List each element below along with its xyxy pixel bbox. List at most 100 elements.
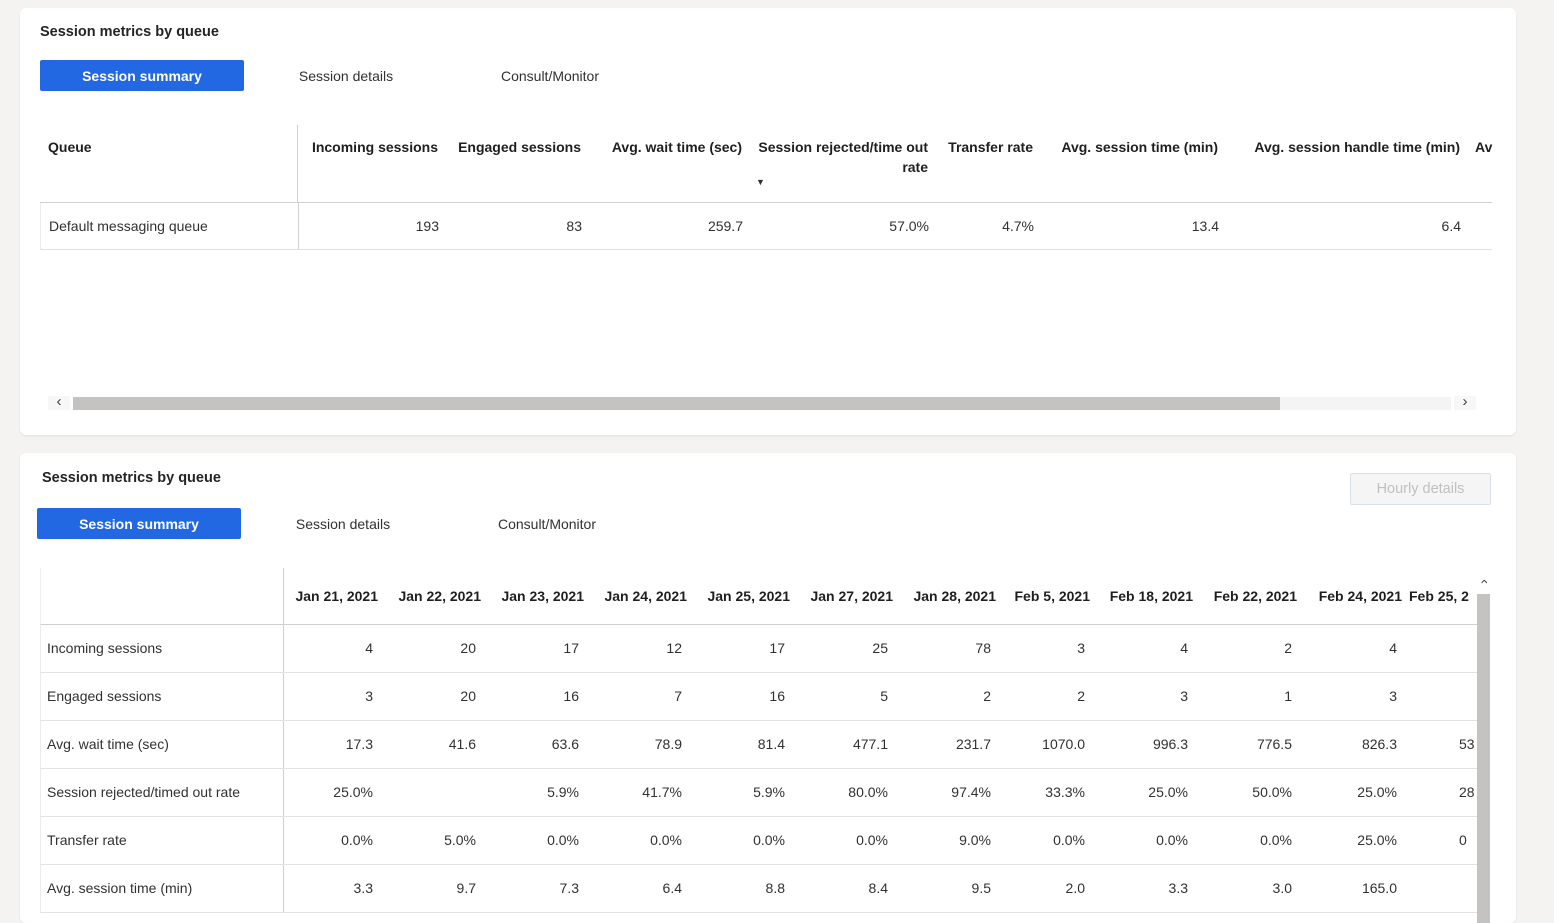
- tab-bar: Session summary Session details Consult/…: [37, 508, 649, 539]
- table-cell: 5.9%: [547, 784, 579, 800]
- tab-consult-monitor[interactable]: Consult/Monitor: [500, 67, 600, 84]
- column-header-label: Feb 24, 2021: [1318, 588, 1402, 604]
- table-cell: 3: [1389, 688, 1397, 704]
- column-header-label: Feb 22, 2021: [1213, 588, 1297, 604]
- column-header[interactable]: Jan 24, 2021: [585, 568, 688, 624]
- table-cell: 0.0%: [1260, 832, 1292, 848]
- column-header-label: Transfer rate: [948, 139, 1033, 155]
- row-label-cell: Default messaging queue: [41, 203, 299, 249]
- column-header[interactable]: Feb 18, 2021: [1091, 568, 1194, 624]
- column-header[interactable]: Incoming sessions: [298, 125, 440, 202]
- table-cell: 78: [975, 640, 991, 656]
- table-cell: 9.0%: [959, 832, 991, 848]
- column-header-label: Feb 25, 2: [1409, 588, 1469, 604]
- table-cell: 8.4: [868, 880, 888, 896]
- table-cell: 7.3: [559, 880, 579, 896]
- table-cell: 0.0%: [1156, 832, 1188, 848]
- scrollbar-thumb[interactable]: [1477, 594, 1490, 923]
- table-cell: 4: [1180, 640, 1188, 656]
- scroll-up-icon[interactable]: ›: [1475, 573, 1491, 591]
- table-cell: 25.0%: [1148, 784, 1188, 800]
- table-row: Session rejected/timed out rate 25.0% 5.9%…: [40, 769, 1477, 817]
- table-cell: 0.0%: [753, 832, 785, 848]
- tab-session-details[interactable]: Session details: [298, 67, 394, 84]
- table-cell: 5.9%: [753, 784, 785, 800]
- table-cell: 50.0%: [1252, 784, 1292, 800]
- table-cell: 63.6: [551, 736, 579, 752]
- table-cell: 6.4: [1441, 218, 1461, 234]
- table-row: Avg. wait time (sec) 17.3 41.6 63.6 78.9 81.4…: [40, 721, 1477, 769]
- scroll-right-icon[interactable]: ›: [1454, 394, 1476, 410]
- horizontal-scrollbar[interactable]: ‹ ›: [48, 394, 1476, 410]
- table-cell: 996.3: [1152, 736, 1188, 752]
- table-cell: 165.0: [1361, 880, 1397, 896]
- column-header[interactable]: Queue: [40, 125, 298, 202]
- table-cell: 3: [1180, 688, 1188, 704]
- tab-session-summary[interactable]: Session summary: [37, 508, 241, 539]
- table-cell: 2: [983, 688, 991, 704]
- column-header[interactable]: Session rejected/time out rate ▼: [744, 125, 930, 202]
- column-header[interactable]: Feb 25, 2: [1403, 568, 1477, 624]
- table-cell: 477.1: [852, 736, 888, 752]
- table-row: Avg. session time (min) 3.3 9.7 7.3 6.4 8.8 8.…: [40, 865, 1477, 913]
- table-cell: 4: [365, 640, 373, 656]
- table-cell: 57.0%: [889, 218, 929, 234]
- daily-metrics-table: Jan 21, 2021 Jan 22, 2021 Jan 23, 2021 Jan …: [40, 568, 1477, 913]
- table-cell: 25: [872, 640, 888, 656]
- table-cell: 0.0%: [341, 832, 373, 848]
- column-header-label: Engaged sessions: [458, 139, 581, 155]
- table-cell: 0: [1459, 832, 1467, 848]
- table-cell: [1403, 673, 1477, 720]
- table-cell: 826.3: [1361, 736, 1397, 752]
- column-header-label: Feb 18, 2021: [1109, 588, 1193, 604]
- table-cell: 259.7: [707, 218, 743, 234]
- table-cell: 1070.0: [1042, 736, 1085, 752]
- table-cell: 4: [1389, 640, 1397, 656]
- table-cell: 81.4: [757, 736, 785, 752]
- vertical-scrollbar[interactable]: ›: [1475, 573, 1491, 923]
- tab-consult-monitor[interactable]: Consult/Monitor: [497, 515, 597, 532]
- table-cell: 193: [415, 218, 439, 234]
- table-cell: 9.7: [456, 880, 476, 896]
- column-header[interactable]: Engaged sessions: [440, 125, 583, 202]
- tab-session-details[interactable]: Session details: [295, 515, 391, 532]
- row-label-cell: Incoming sessions: [41, 625, 284, 672]
- column-header[interactable]: Jan 23, 2021: [482, 568, 585, 624]
- table-cell: 25.0%: [1357, 832, 1397, 848]
- column-header-label: Jan 22, 2021: [398, 588, 481, 604]
- column-header[interactable]: Jan 25, 2021: [688, 568, 791, 624]
- table-cell: 3: [365, 688, 373, 704]
- column-header[interactable]: Feb 22, 2021: [1194, 568, 1298, 624]
- column-header[interactable]: Avg. session time (min): [1035, 125, 1220, 202]
- hourly-details-button[interactable]: Hourly details: [1350, 473, 1491, 505]
- table-cell: 3.3: [353, 880, 373, 896]
- table-cell: 41.6: [448, 736, 476, 752]
- panel-title: Session metrics by queue: [42, 470, 221, 486]
- column-header[interactable]: [41, 568, 284, 624]
- table-cell: 41.7%: [642, 784, 682, 800]
- column-header[interactable]: Feb 24, 2021: [1298, 568, 1403, 624]
- column-header[interactable]: Av: [1462, 125, 1492, 202]
- column-header-label: Jan 28, 2021: [913, 588, 996, 604]
- column-header-label: Jan 25, 2021: [707, 588, 790, 604]
- table-cell: 1: [1284, 688, 1292, 704]
- tab-session-summary[interactable]: Session summary: [40, 60, 244, 91]
- column-header[interactable]: Jan 28, 2021: [894, 568, 997, 624]
- column-header-label: Jan 27, 2021: [810, 588, 893, 604]
- scrollbar-track[interactable]: [73, 396, 1451, 410]
- column-header[interactable]: Jan 21, 2021: [284, 568, 379, 624]
- column-header[interactable]: Jan 22, 2021: [379, 568, 482, 624]
- column-header[interactable]: Feb 5, 2021: [997, 568, 1091, 624]
- table-row: Default messaging queue 193 83 259.7 57.0% 4.…: [40, 203, 1492, 250]
- column-header[interactable]: Avg. wait time (sec): [583, 125, 744, 202]
- table-cell: [1403, 625, 1477, 672]
- scroll-left-icon[interactable]: ‹: [48, 394, 70, 410]
- column-header[interactable]: Transfer rate: [930, 125, 1035, 202]
- panel-session-metrics-by-queue-bottom: Session metrics by queue Hourly details …: [20, 453, 1516, 923]
- column-header-label: Session rejected/time out rate: [758, 139, 928, 176]
- table-cell: 33.3%: [1045, 784, 1085, 800]
- column-header[interactable]: Avg. session handle time (min): [1220, 125, 1462, 202]
- column-header[interactable]: Jan 27, 2021: [791, 568, 894, 624]
- scrollbar-thumb[interactable]: [73, 396, 1281, 410]
